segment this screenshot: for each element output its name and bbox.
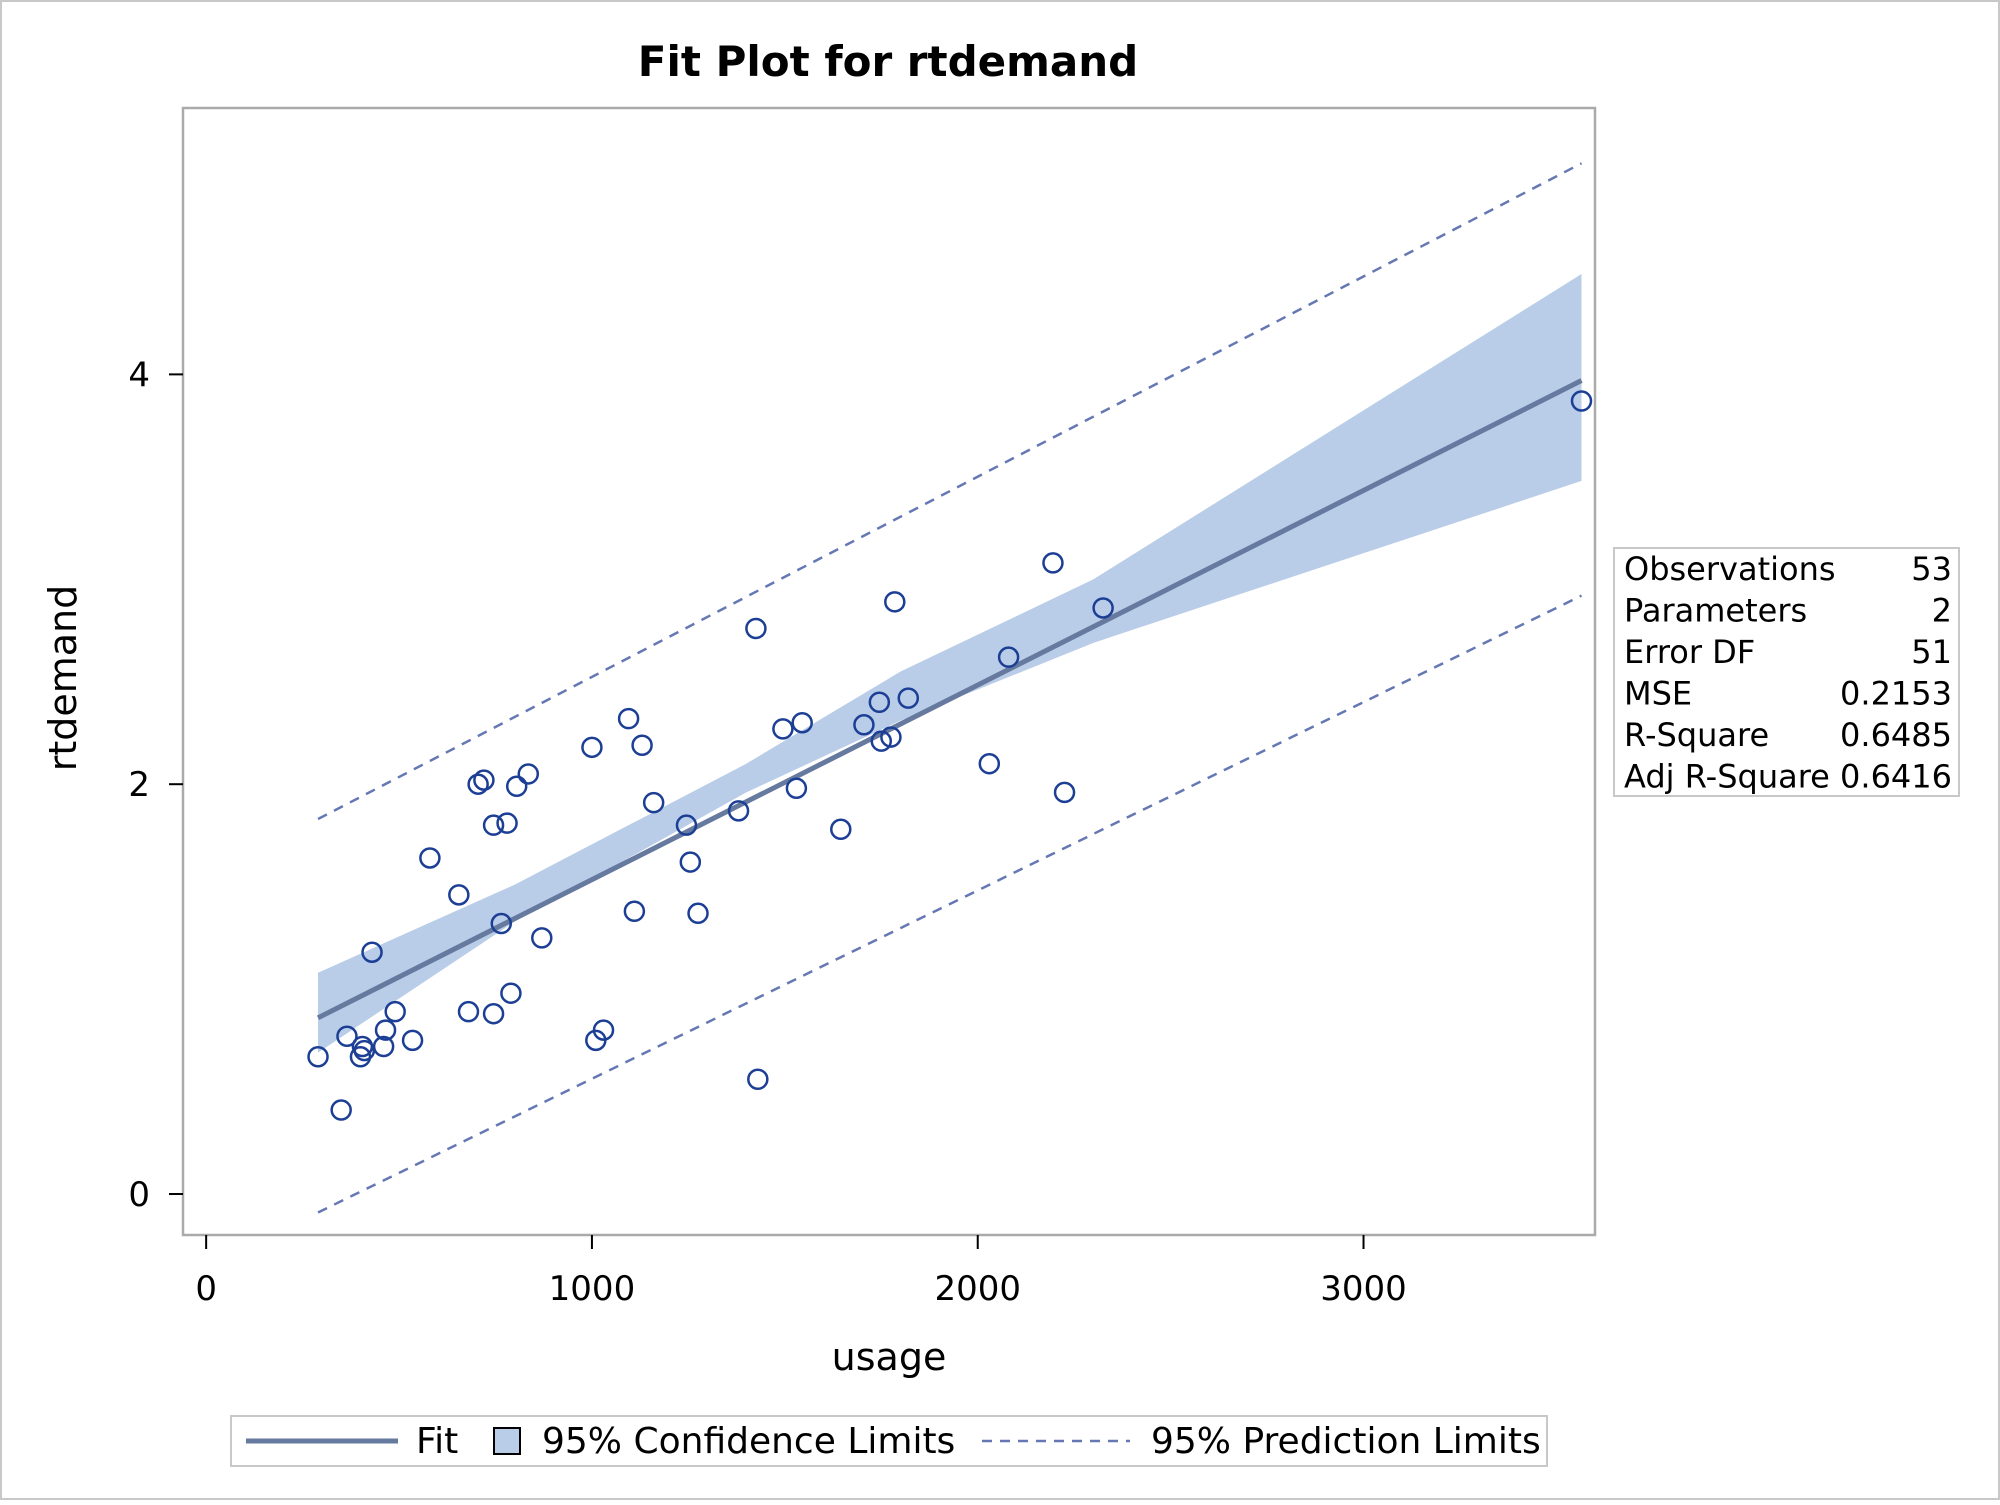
- x-tick-label: 2000: [934, 1269, 1021, 1309]
- fit-statistic-label: Error DF: [1624, 633, 1755, 671]
- fit-statistic-label: Observations: [1624, 550, 1836, 588]
- data-point: [642, 791, 665, 814]
- data-point: [1570, 390, 1593, 412]
- data-point: [617, 707, 640, 730]
- plot-area: [307, 162, 1593, 1214]
- legend-border: [230, 1415, 1548, 1467]
- data-point: [500, 982, 522, 1004]
- data-point: [482, 1002, 505, 1025]
- confidence-band: [318, 273, 1582, 1053]
- data-point: [868, 691, 891, 713]
- legend: Fit 95% Confidence Limits 95% Prediction…: [230, 1415, 1548, 1467]
- confidence-band-layer: [318, 273, 1582, 1053]
- legend-fit-label: Fit: [416, 1421, 458, 1462]
- y-tick-label: 4: [128, 355, 150, 395]
- fit-statistic-value: 2: [1932, 592, 1952, 630]
- data-point: [772, 718, 794, 740]
- x-tick-label: 1000: [549, 1269, 636, 1309]
- prediction-limit-lower: [317, 594, 1583, 1214]
- fit-statistic-value: 51: [1911, 633, 1952, 671]
- data-point: [747, 1068, 769, 1091]
- data-point: [374, 1019, 397, 1041]
- data-point: [448, 884, 470, 906]
- y-axis-label: rtdemand: [41, 585, 85, 772]
- data-point: [675, 814, 698, 836]
- fit-line: [316, 378, 1583, 1021]
- y-tick-label: 0: [128, 1175, 150, 1215]
- data-point: [880, 726, 902, 748]
- fit-statistics-table: Observations 53 Parameters 2 Error DF 51 MSE 0.…: [1613, 547, 1960, 797]
- data-points-layer: [307, 390, 1593, 1121]
- data-point: [457, 1000, 480, 1023]
- data-point: [473, 769, 495, 791]
- data-point: [531, 927, 553, 949]
- fit-statistic-label: Parameters: [1624, 592, 1807, 630]
- data-point: [401, 1029, 424, 1052]
- x-axis: 0 1000 2000 3000: [195, 1235, 1407, 1309]
- data-point: [467, 773, 489, 795]
- data-point: [490, 912, 513, 935]
- chart-title: Fit Plot for rtdemand: [638, 37, 1138, 86]
- data-point: [581, 736, 603, 759]
- data-point: [330, 1099, 352, 1121]
- fit-statistic-value: 53: [1911, 550, 1952, 588]
- fit-statistic-value: 0.6485: [1840, 716, 1952, 754]
- fit-statistics-border: [1613, 547, 1960, 797]
- legend-confidence-swatch: [493, 1427, 521, 1455]
- fit-statistic-value: 0.6416: [1840, 758, 1952, 796]
- prediction-limits-layer: [317, 162, 1583, 1214]
- data-point: [884, 591, 906, 613]
- fit-statistic-label: Adj R-Square: [1624, 758, 1830, 796]
- data-point: [1042, 552, 1064, 574]
- fit-statistics-rows: Observations 53 Parameters 2 Error DF 51 MSE 0.…: [1624, 550, 1952, 796]
- data-point: [997, 646, 1020, 668]
- x-axis-label: usage: [832, 1335, 947, 1379]
- legend-confidence-label: 95% Confidence Limits: [542, 1421, 955, 1462]
- x-tick-label: 3000: [1320, 1269, 1407, 1309]
- fit-statistic-label: MSE: [1624, 675, 1692, 713]
- data-point: [505, 775, 528, 797]
- data-point: [361, 941, 383, 963]
- data-point: [419, 847, 441, 869]
- data-point: [496, 812, 518, 834]
- data-point: [791, 711, 813, 734]
- data-point: [482, 814, 505, 836]
- data-point: [745, 617, 767, 640]
- x-tick-label: 0: [195, 1269, 217, 1309]
- data-point: [785, 777, 808, 800]
- data-point: [307, 1045, 329, 1068]
- data-point: [623, 900, 646, 922]
- data-point: [1092, 597, 1114, 619]
- data-point: [687, 902, 709, 925]
- data-point: [372, 1035, 395, 1058]
- data-point: [517, 763, 540, 785]
- data-point: [336, 1025, 358, 1047]
- data-point: [853, 714, 875, 736]
- data-point: [897, 687, 920, 709]
- data-point: [727, 800, 750, 822]
- plot-frame: [181, 106, 1597, 1237]
- data-point: [830, 818, 852, 841]
- data-point: [1053, 781, 1076, 804]
- fit-statistic-label: R-Square: [1624, 716, 1769, 754]
- y-tick-label: 2: [128, 765, 150, 805]
- prediction-limit-upper: [317, 162, 1583, 821]
- data-point: [592, 1019, 615, 1041]
- data-point: [631, 734, 653, 757]
- data-point: [679, 851, 702, 873]
- fit-line-layer: [316, 378, 1583, 1021]
- data-point: [384, 1000, 406, 1023]
- y-axis: 0 2 4: [128, 355, 183, 1215]
- data-point: [870, 730, 893, 752]
- data-point: [978, 752, 1001, 775]
- legend-prediction-label: 95% Prediction Limits: [1151, 1421, 1541, 1462]
- fit-statistic-value: 0.2153: [1840, 675, 1952, 713]
